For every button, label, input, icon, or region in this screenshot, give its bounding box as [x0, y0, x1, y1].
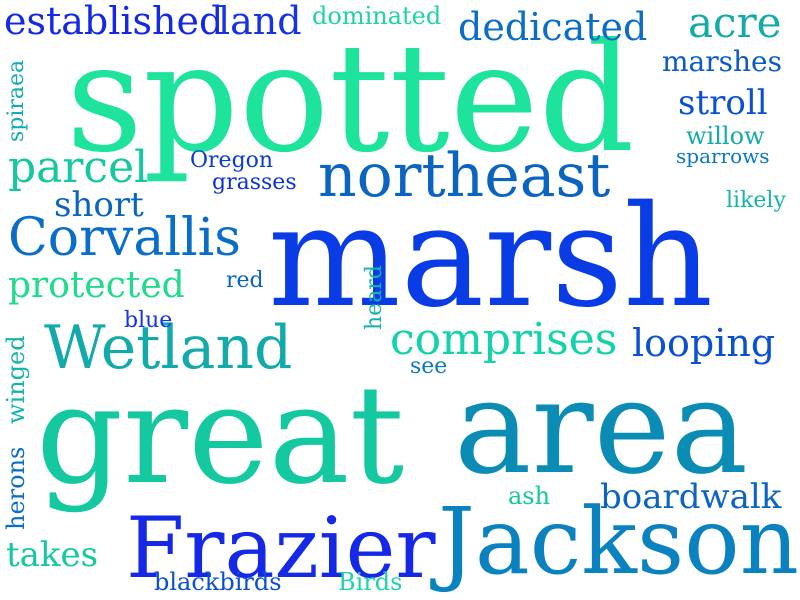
- word-red: red: [226, 268, 264, 293]
- word-wetland: Wetland: [44, 313, 293, 383]
- word-established: established: [4, 0, 224, 43]
- word-blue: blue: [124, 308, 173, 333]
- word-acre: acre: [688, 0, 782, 47]
- word-land: land: [218, 0, 302, 43]
- word-takes: takes: [6, 535, 99, 575]
- word-marsh: marsh: [268, 176, 714, 339]
- word-willow: willow: [686, 122, 765, 150]
- word-parcel: parcel: [8, 142, 149, 193]
- word-sparrows: sparrows: [676, 144, 770, 168]
- word-northeast: northeast: [318, 141, 611, 211]
- word-spotted: spotted: [66, 12, 635, 186]
- word-dedicated: dedicated: [458, 5, 648, 49]
- word-winged: winged: [2, 335, 30, 424]
- word-area: area: [454, 351, 749, 503]
- word-stroll: stroll: [678, 83, 768, 123]
- word-boardwalk: boardwalk: [600, 477, 782, 517]
- word-looping: looping: [632, 321, 776, 365]
- word-protected: protected: [8, 265, 185, 306]
- word-short: short: [54, 185, 144, 225]
- word-heard: heard: [362, 265, 387, 330]
- word-ash: ash: [508, 482, 551, 510]
- word-oregon: Oregon: [190, 148, 274, 173]
- word-comprises: comprises: [390, 314, 618, 365]
- word-birds: Birds: [338, 568, 403, 596]
- word-see: see: [410, 354, 448, 379]
- word-great: great: [36, 357, 405, 515]
- word-herons: herons: [2, 446, 30, 530]
- word-frazier: Frazier: [126, 499, 436, 597]
- word-dominated: dominated: [312, 2, 442, 30]
- word-likely: likely: [726, 188, 786, 213]
- word-jackson: Jackson: [438, 488, 799, 595]
- word-blackbirds: blackbirds: [154, 568, 282, 596]
- word-marshes: marshes: [662, 45, 782, 78]
- word-spiraea: spiraea: [4, 59, 29, 142]
- word-corvallis: Corvallis: [8, 208, 241, 268]
- word-grasses: grasses: [212, 170, 297, 195]
